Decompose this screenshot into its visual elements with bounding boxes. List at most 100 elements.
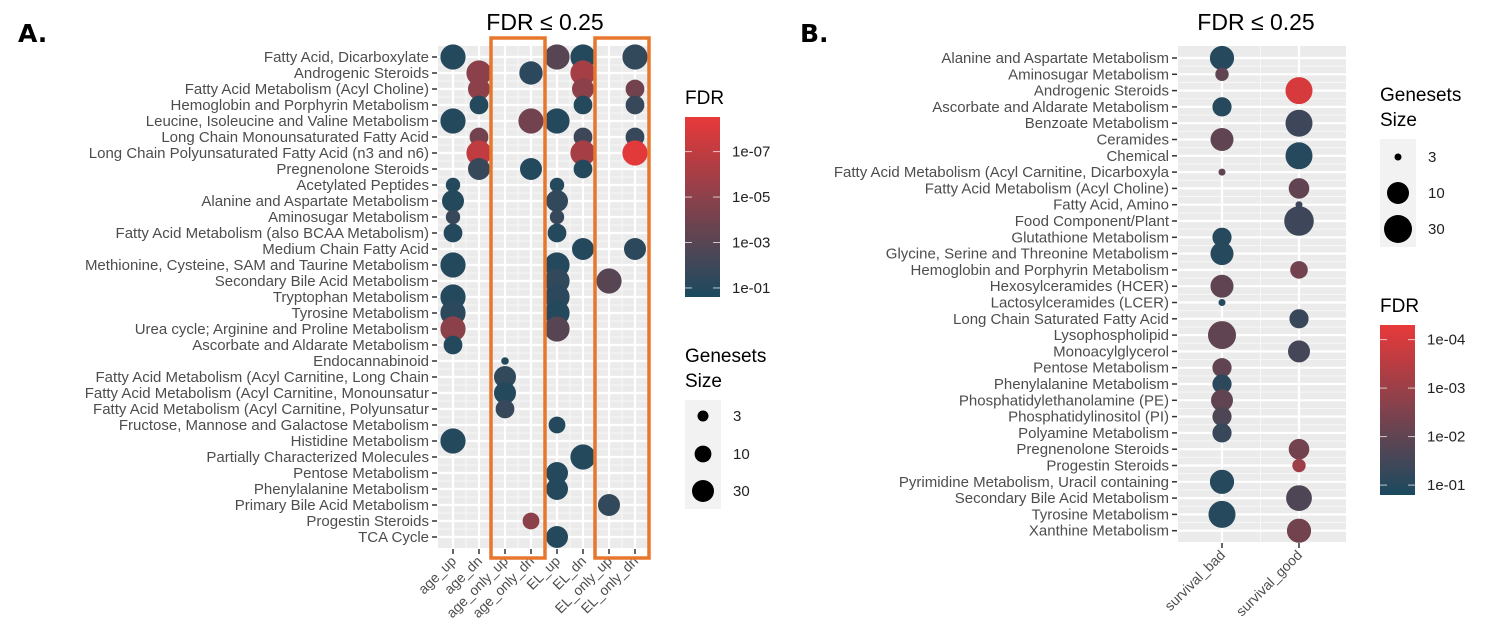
y-tick-label: Tyrosine Metabolism (1031, 506, 1169, 523)
panel-a-size-legend-title-1: Genesets (685, 346, 766, 367)
y-tick-label: Monoacylglycerol (1053, 343, 1169, 360)
data-point (573, 95, 593, 115)
data-point (1215, 67, 1229, 82)
panel-b-title: FDR ≤ 0.25 (1197, 9, 1314, 35)
data-point (469, 95, 489, 115)
y-tick-label: Aminosugar Metabolism (268, 209, 429, 226)
data-point (547, 223, 567, 243)
y-tick-label: Partially Characterized Molecules (206, 449, 429, 466)
data-point (495, 399, 515, 419)
y-tick-label: Pregnenolone Steroids (276, 161, 429, 178)
y-tick-label: Xanthine Metabolism (1029, 523, 1169, 540)
y-tick-label: Tryptophan Metabolism (273, 289, 429, 306)
data-point (1289, 309, 1309, 329)
y-tick-label: Fructose, Mannose and Galactose Metaboli… (119, 417, 429, 434)
y-tick-label: Long Chain Monounsaturated Fatty Acid (161, 129, 429, 146)
data-point (1212, 97, 1232, 117)
x-tick-label: survival_bad (1161, 547, 1228, 614)
data-point (546, 478, 568, 500)
y-tick-label: Androgenic Steroids (1034, 83, 1169, 100)
highlight-box (593, 36, 651, 560)
data-point (522, 512, 540, 530)
y-tick-label: Pentose Metabolism (1033, 360, 1169, 377)
data-point (548, 416, 566, 434)
y-tick-label: Primary Bile Acid Metabolism (235, 497, 429, 514)
data-point (546, 462, 568, 484)
y-tick-label: Hemoglobin and Porphyrin Metabolism (911, 262, 1169, 279)
y-tick-label: Acetylated Peptides (296, 177, 429, 194)
data-point (445, 209, 461, 225)
panel-b-size-legend-title-1: Genesets (1380, 85, 1461, 106)
data-point (1285, 77, 1313, 105)
data-point (1210, 128, 1234, 151)
size-legend-label: 10 (1428, 185, 1445, 202)
y-tick-label: Long Chain Polyunsaturated Fatty Acid (n… (89, 145, 429, 162)
y-tick-label: Methionine, Cysteine, SAM and Taurine Me… (85, 257, 429, 274)
panel-b-fdr-legend-title: FDR (1380, 296, 1419, 317)
y-tick-label: Fatty Acid Metabolism (Acyl Carnitine, M… (85, 385, 429, 402)
colorbar-tick-label: 1e-01 (732, 280, 770, 297)
data-point (494, 382, 516, 404)
y-tick-label: Alanine and Aspartate Metabolism (941, 50, 1169, 67)
y-tick-label: Phenylalanine Metabolism (254, 481, 429, 498)
data-point (1285, 109, 1313, 137)
y-tick-label: Pyrimidine Metabolism, Uracil containing (899, 474, 1169, 491)
size-legend-label: 30 (733, 483, 750, 500)
data-point (1210, 274, 1234, 298)
data-point (443, 223, 463, 243)
data-point (466, 60, 492, 86)
colorbar-tick-label: 1e-04 (1427, 332, 1465, 349)
data-point (1218, 299, 1226, 306)
y-tick-label: Fatty Acid Metabolism (Acyl Carnitine, D… (834, 164, 1170, 181)
data-point (440, 44, 466, 70)
y-tick-label: Phosphatidylethanolamine (PE) (959, 392, 1169, 409)
size-legend-label: 30 (1428, 221, 1445, 238)
data-point (622, 44, 648, 70)
data-point (1285, 142, 1313, 170)
data-point (570, 140, 596, 166)
data-point (1288, 340, 1310, 363)
data-point (544, 108, 570, 134)
y-tick-label: Secondary Bile Acid Metabolism (215, 273, 429, 290)
data-point (1209, 469, 1235, 494)
y-tick-label: Lysophospholipid (1054, 327, 1169, 344)
y-tick-label: Fatty Acid Metabolism (Acyl Carnitine, P… (93, 401, 429, 418)
y-tick-label: Hemoglobin and Porphyrin Metabolism (171, 97, 429, 114)
panel-a-size-legend-title-2: Size (685, 371, 722, 392)
data-point (501, 357, 509, 365)
y-tick-label: Endocannabinoid (313, 353, 429, 370)
data-point (1208, 500, 1236, 528)
y-tick-label: Long Chain Saturated Fatty Acid (953, 311, 1169, 328)
data-point (573, 159, 593, 179)
size-legend-dot (697, 410, 709, 422)
y-tick-label: Phosphatidylinositol (PI) (1008, 409, 1169, 426)
panel-a-label: A. (18, 19, 47, 48)
data-point (1210, 242, 1234, 266)
y-tick-label: Ascorbate and Aldarate Metabolism (192, 337, 429, 354)
colorbar (685, 117, 720, 297)
y-tick-label: Fatty Acid, Dicarboxylate (264, 49, 429, 66)
y-tick-label: Hexosylceramides (HCER) (990, 278, 1169, 295)
data-point (544, 316, 570, 342)
y-tick-label: Benzoate Metabolism (1025, 115, 1169, 132)
y-tick-label: Lactosylceramides (LCER) (991, 295, 1169, 312)
data-point (570, 444, 596, 470)
colorbar (1380, 325, 1415, 495)
data-point (1212, 374, 1232, 394)
colorbar-tick-label: 1e-03 (732, 235, 770, 252)
size-legend-dot (1387, 182, 1409, 204)
y-tick-label: Secondary Bile Acid Metabolism (955, 490, 1169, 507)
y-tick-label: TCA Cycle (358, 529, 429, 546)
data-point (625, 95, 645, 115)
data-point (445, 177, 461, 193)
data-point (1288, 178, 1310, 199)
data-point (468, 158, 490, 180)
y-tick-label: Fatty Acid Metabolism (also BCAA Metabol… (116, 225, 429, 242)
data-point (440, 316, 466, 342)
data-point (1208, 321, 1236, 350)
data-point (1212, 407, 1232, 427)
data-point (518, 108, 544, 134)
data-point (440, 252, 466, 278)
